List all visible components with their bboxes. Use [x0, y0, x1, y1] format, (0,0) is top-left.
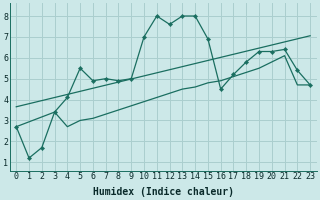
X-axis label: Humidex (Indice chaleur): Humidex (Indice chaleur)	[93, 186, 234, 197]
